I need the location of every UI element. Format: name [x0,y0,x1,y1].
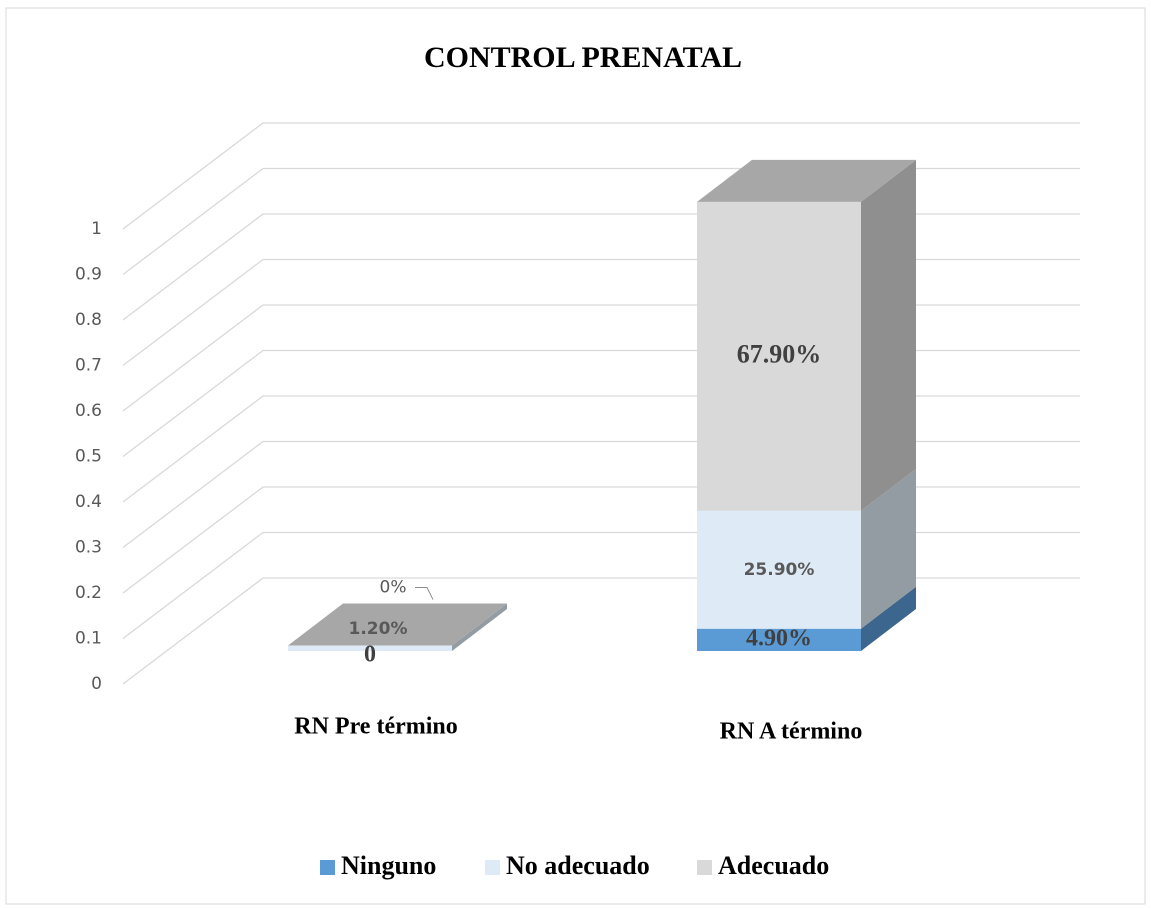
bar-side [861,468,916,629]
data-label: 4.90% [746,625,812,651]
bar-side [452,603,507,651]
data-label: 67.90% [737,339,822,368]
data-label: 0 [364,642,376,668]
y-tick-label: 0.6 [75,401,102,421]
y-tick-label: 0.5 [75,447,102,467]
y-tick-label: 0.3 [75,538,102,558]
x-tick-label: RN Pre término [294,714,458,740]
legend-swatch [485,860,500,875]
data-label: 25.90% [744,560,815,580]
legend-label: Ninguno [341,851,436,880]
data-label: 0% [380,578,407,598]
bar-front [697,201,861,511]
chart-frame [5,7,1146,905]
y-tick-label: 0.8 [75,310,102,330]
bar-front [697,510,861,629]
chart-title: CONTROL PRENATAL [424,41,742,74]
bar-front [288,645,452,651]
bar-side [861,159,916,511]
y-tick-label: 1 [91,219,102,239]
data-label: 1.20% [349,619,408,639]
x-tick-label: RN A término [720,719,863,745]
legend-label: Adecuado [718,851,829,880]
legend-swatch [697,860,712,875]
bar-side [861,586,916,651]
leader-line [415,587,434,600]
bar-top [288,603,507,646]
bar-front [697,628,861,651]
bar-top [697,159,916,202]
y-tick-label: 0.1 [75,629,102,649]
y-tick-label: 0 [91,674,102,694]
legend-label: No adecuado [506,851,650,880]
legend-swatch [320,860,335,875]
y-tick-label: 0.7 [75,356,102,376]
y-tick-label: 0.4 [75,492,102,512]
y-tick-label: 0.9 [75,265,102,285]
grid-line [122,122,1080,230]
y-tick-label: 0.2 [75,583,102,603]
